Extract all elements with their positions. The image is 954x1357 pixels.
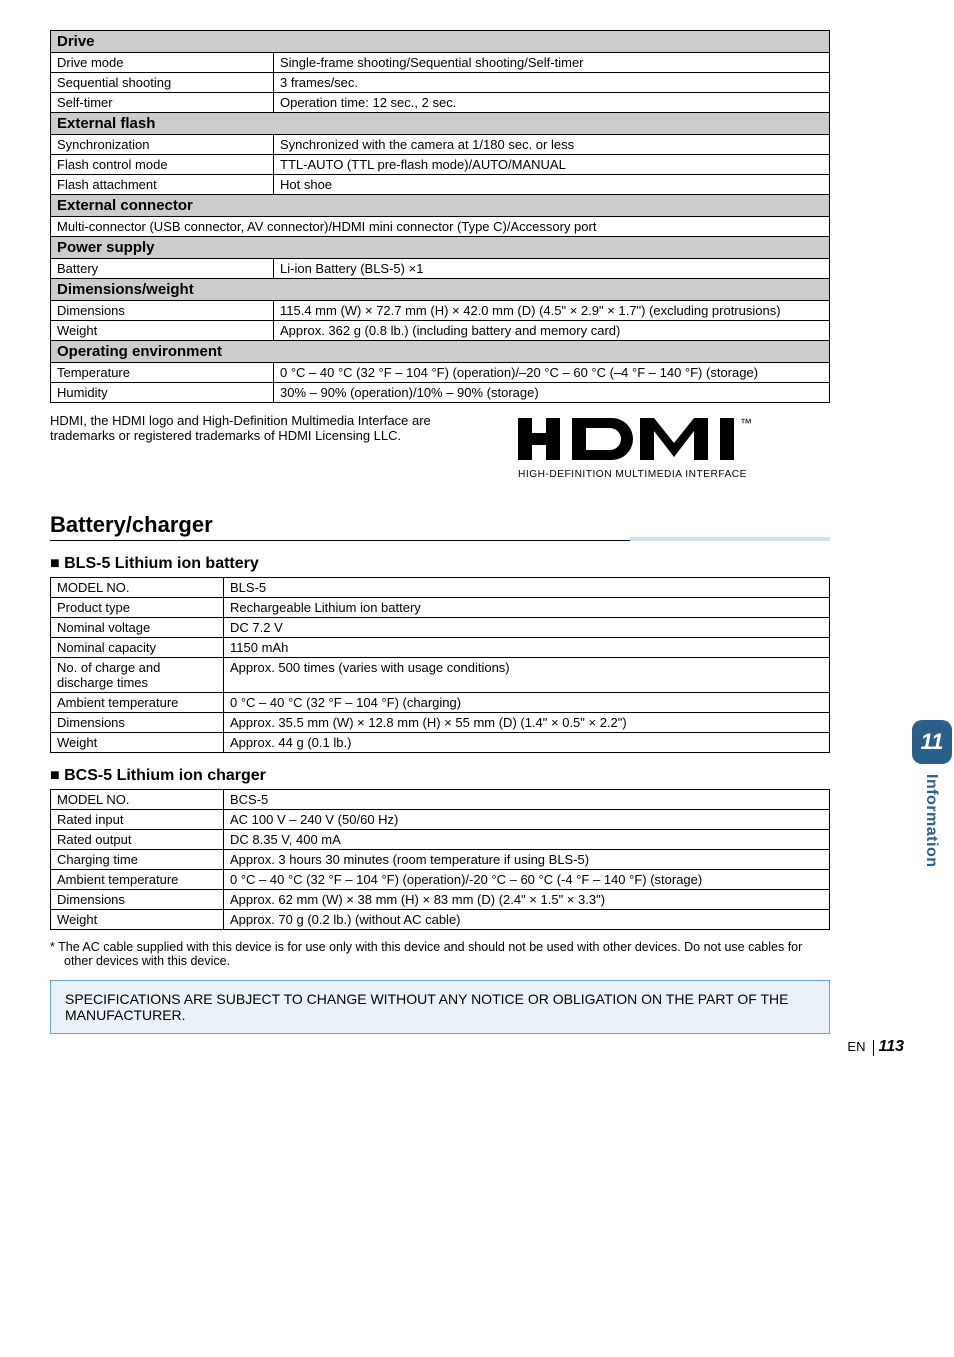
external-connector-header: External connector — [51, 195, 830, 217]
row-val: Approx. 362 g (0.8 lb.) (including batte… — [274, 321, 830, 341]
row-val: 0 °C – 40 °C (32 °F – 104 °F) (operation… — [274, 363, 830, 383]
row-key: Flash attachment — [51, 175, 274, 195]
row-key: Nominal capacity — [51, 638, 224, 658]
row-val: Approx. 35.5 mm (W) × 12.8 mm (H) × 55 m… — [224, 713, 830, 733]
side-tab: 11 Information — [910, 720, 954, 940]
row-key: Charging time — [51, 850, 224, 870]
row-key: Dimensions — [51, 713, 224, 733]
row-val: Approx. 70 g (0.2 lb.) (without AC cable… — [224, 910, 830, 930]
row-key: MODEL NO. — [51, 578, 224, 598]
row-val: BLS-5 — [224, 578, 830, 598]
row-val: 30% – 90% (operation)/10% – 90% (storage… — [274, 383, 830, 403]
row-val: DC 7.2 V — [224, 618, 830, 638]
dimensions-weight-header: Dimensions/weight — [51, 279, 830, 301]
spec-table-bcs5: MODEL NO.BCS-5 Rated inputAC 100 V – 240… — [50, 789, 830, 930]
row-key: Dimensions — [51, 890, 224, 910]
external-connector-full: Multi-connector (USB connector, AV conne… — [51, 217, 830, 237]
operating-environment-header: Operating environment — [51, 341, 830, 363]
row-key: Battery — [51, 259, 274, 279]
row-val: Synchronized with the camera at 1/180 se… — [274, 135, 830, 155]
row-key: Temperature — [51, 363, 274, 383]
row-key: Self-timer — [51, 93, 274, 113]
chapter-label: Information — [922, 774, 940, 868]
external-flash-header: External flash — [51, 113, 830, 135]
row-val: 115.4 mm (W) × 72.7 mm (H) × 42.0 mm (D)… — [274, 301, 830, 321]
row-key: Drive mode — [51, 53, 274, 73]
row-val: BCS-5 — [224, 790, 830, 810]
row-key: Weight — [51, 321, 274, 341]
row-val: DC 8.35 V, 400 mA — [224, 830, 830, 850]
spec-table-bls5: MODEL NO.BLS-5 Product typeRechargeable … — [50, 577, 830, 753]
page-number: EN113 — [847, 1038, 904, 1056]
spec-table-camera: Drive Drive modeSingle-frame shooting/Se… — [50, 30, 830, 403]
row-val: Approx. 500 times (varies with usage con… — [224, 658, 830, 693]
row-val: Approx. 62 mm (W) × 38 mm (H) × 83 mm (D… — [224, 890, 830, 910]
bcs5-header: ■ BCS-5 Lithium ion charger — [50, 767, 830, 785]
hdmi-logo-sub: HIGH-DEFINITION MULTIMEDIA INTERFACE — [518, 469, 747, 480]
row-key: MODEL NO. — [51, 790, 224, 810]
row-val: Operation time: 12 sec., 2 sec. — [274, 93, 830, 113]
bls5-header: ■ BLS-5 Lithium ion battery — [50, 555, 830, 573]
spec-change-notice: SPECIFICATIONS ARE SUBJECT TO CHANGE WIT… — [50, 980, 830, 1034]
battery-charger-heading: Battery/charger — [50, 512, 830, 541]
row-key: Weight — [51, 733, 224, 753]
row-key: Dimensions — [51, 301, 274, 321]
row-key: Humidity — [51, 383, 274, 403]
row-val: AC 100 V – 240 V (50/60 Hz) — [224, 810, 830, 830]
row-val: 3 frames/sec. — [274, 73, 830, 93]
hdmi-note: HDMI, the HDMI logo and High-Definition … — [50, 413, 479, 443]
row-key: No. of charge and discharge times — [51, 658, 224, 693]
row-val: Approx. 3 hours 30 minutes (room tempera… — [224, 850, 830, 870]
row-key: Sequential shooting — [51, 73, 274, 93]
power-supply-header: Power supply — [51, 237, 830, 259]
row-key: Ambient temperature — [51, 693, 224, 713]
row-key: Synchronization — [51, 135, 274, 155]
row-key: Weight — [51, 910, 224, 930]
row-val: Li-ion Battery (BLS-5) ×1 — [274, 259, 830, 279]
chapter-number: 11 — [912, 720, 952, 764]
row-key: Product type — [51, 598, 224, 618]
drive-header: Drive — [51, 31, 830, 53]
row-key: Rated output — [51, 830, 224, 850]
row-key: Rated input — [51, 810, 224, 830]
row-val: 0 °C – 40 °C (32 °F – 104 °F) (charging) — [224, 693, 830, 713]
row-val: Rechargeable Lithium ion battery — [224, 598, 830, 618]
row-val: 0 °C – 40 °C (32 °F – 104 °F) (operation… — [224, 870, 830, 890]
row-val: 1150 mAh — [224, 638, 830, 658]
row-key: Nominal voltage — [51, 618, 224, 638]
row-val: TTL-AUTO (TTL pre-flash mode)/AUTO/MANUA… — [274, 155, 830, 175]
row-key: Flash control mode — [51, 155, 274, 175]
row-key: Ambient temperature — [51, 870, 224, 890]
row-val: Single-frame shooting/Sequential shootin… — [274, 53, 830, 73]
svg-text:™: ™ — [740, 416, 752, 430]
row-val: Approx. 44 g (0.1 lb.) — [224, 733, 830, 753]
ac-cable-footnote: * The AC cable supplied with this device… — [64, 940, 830, 968]
hdmi-logo: ™ HIGH-DEFINITION MULTIMEDIA INTERFACE — [518, 413, 830, 488]
row-val: Hot shoe — [274, 175, 830, 195]
